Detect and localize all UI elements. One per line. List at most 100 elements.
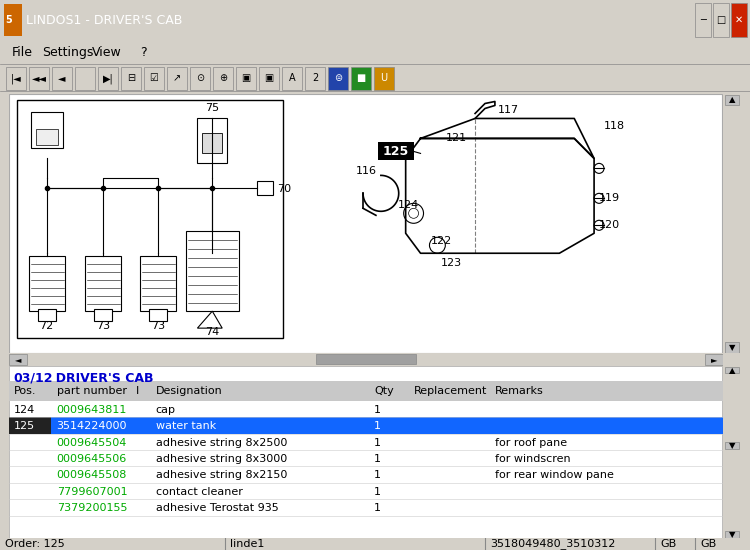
Text: ▲: ▲ — [729, 96, 735, 104]
Text: A: A — [289, 73, 296, 84]
Bar — [378, 142, 413, 161]
Circle shape — [594, 194, 604, 204]
Bar — [257, 182, 273, 195]
Text: ▣: ▣ — [264, 73, 274, 84]
Text: 2: 2 — [312, 73, 318, 84]
Text: ⊙: ⊙ — [196, 73, 204, 84]
Bar — [731, 3, 747, 37]
Text: ▶|: ▶| — [103, 73, 113, 84]
Bar — [9, 417, 51, 434]
Text: View: View — [92, 46, 122, 59]
Bar — [374, 67, 394, 90]
Text: 1: 1 — [374, 405, 381, 415]
Text: 1: 1 — [374, 487, 381, 497]
Bar — [9, 381, 723, 401]
Text: 70: 70 — [277, 184, 291, 194]
Bar — [17, 101, 283, 338]
Text: 0009643811: 0009643811 — [56, 405, 127, 415]
Text: adhesive Terostat 935: adhesive Terostat 935 — [156, 503, 278, 513]
Text: for rear window pane: for rear window pane — [495, 470, 614, 481]
Bar — [9, 354, 27, 365]
Text: ▼: ▼ — [729, 530, 735, 539]
Bar — [6, 67, 26, 90]
Bar — [316, 354, 416, 365]
Bar — [282, 67, 302, 90]
Text: ↗: ↗ — [173, 73, 181, 84]
Bar — [185, 232, 239, 311]
Text: 0009645504: 0009645504 — [56, 438, 127, 448]
Text: 125: 125 — [14, 421, 35, 431]
Text: 116: 116 — [356, 167, 377, 177]
Bar — [705, 354, 723, 365]
Bar — [29, 67, 49, 90]
Text: 123: 123 — [440, 258, 461, 268]
Text: 1: 1 — [374, 438, 381, 448]
Text: 118: 118 — [604, 122, 625, 131]
Bar — [28, 256, 64, 311]
Bar — [724, 343, 740, 353]
Text: ■: ■ — [356, 73, 366, 84]
Circle shape — [594, 221, 604, 230]
Text: Settings: Settings — [42, 46, 93, 59]
Bar — [38, 309, 56, 321]
Text: ►: ► — [711, 355, 717, 364]
Text: ⊕: ⊕ — [219, 73, 227, 84]
Circle shape — [594, 163, 604, 173]
Bar — [351, 67, 371, 90]
Text: 73: 73 — [96, 321, 110, 331]
Bar — [9, 417, 723, 434]
Text: □: □ — [716, 15, 725, 25]
Text: File: File — [12, 46, 33, 59]
Text: adhesive string 8x2500: adhesive string 8x2500 — [156, 438, 287, 448]
Bar — [190, 67, 210, 90]
Text: 117: 117 — [498, 106, 519, 116]
Text: contact cleaner: contact cleaner — [156, 487, 243, 497]
Text: ◄: ◄ — [15, 355, 21, 364]
Bar — [724, 442, 740, 449]
Text: 0009645508: 0009645508 — [56, 470, 127, 481]
Bar — [236, 67, 256, 90]
Bar — [140, 256, 176, 311]
Text: 72: 72 — [40, 321, 54, 331]
Bar — [724, 367, 740, 373]
Text: ▼: ▼ — [729, 441, 735, 450]
Bar — [75, 67, 95, 90]
Text: U: U — [380, 73, 388, 84]
Text: Remarks: Remarks — [495, 386, 544, 396]
Text: Pos.: Pos. — [14, 386, 37, 396]
Text: 3518049480_3510312: 3518049480_3510312 — [490, 538, 615, 549]
Text: LINDOS1 - DRIVER'S CAB: LINDOS1 - DRIVER'S CAB — [26, 14, 182, 26]
Bar — [52, 67, 72, 90]
Bar — [202, 134, 222, 153]
Bar — [31, 112, 62, 148]
Text: water tank: water tank — [156, 421, 216, 431]
Text: ▼: ▼ — [729, 343, 735, 352]
Text: Qty: Qty — [374, 386, 394, 396]
Text: DRIVER'S CAB: DRIVER'S CAB — [46, 372, 153, 385]
Text: 75: 75 — [206, 103, 219, 113]
Bar — [724, 531, 740, 538]
Text: 124: 124 — [14, 405, 35, 415]
Text: ☑: ☑ — [149, 73, 158, 84]
Text: 1: 1 — [374, 454, 381, 464]
Bar — [259, 67, 279, 90]
Polygon shape — [197, 311, 222, 328]
Text: 125: 125 — [382, 145, 409, 158]
Text: 7799607001: 7799607001 — [56, 487, 128, 497]
Text: |◄: |◄ — [10, 73, 21, 84]
Text: 119: 119 — [599, 194, 620, 204]
Text: 124: 124 — [398, 200, 419, 210]
Bar — [98, 67, 118, 90]
Text: 122: 122 — [430, 236, 451, 246]
Bar — [167, 67, 187, 90]
Circle shape — [409, 208, 419, 218]
Bar — [305, 67, 325, 90]
Text: 03/12: 03/12 — [13, 372, 53, 385]
Text: ⊟: ⊟ — [127, 73, 135, 84]
Text: 5: 5 — [5, 15, 12, 25]
Text: 3514224000: 3514224000 — [56, 421, 127, 431]
Text: 7379200155: 7379200155 — [56, 503, 127, 513]
Text: I: I — [136, 386, 140, 396]
Text: 73: 73 — [151, 321, 165, 331]
Text: 1: 1 — [374, 503, 381, 513]
